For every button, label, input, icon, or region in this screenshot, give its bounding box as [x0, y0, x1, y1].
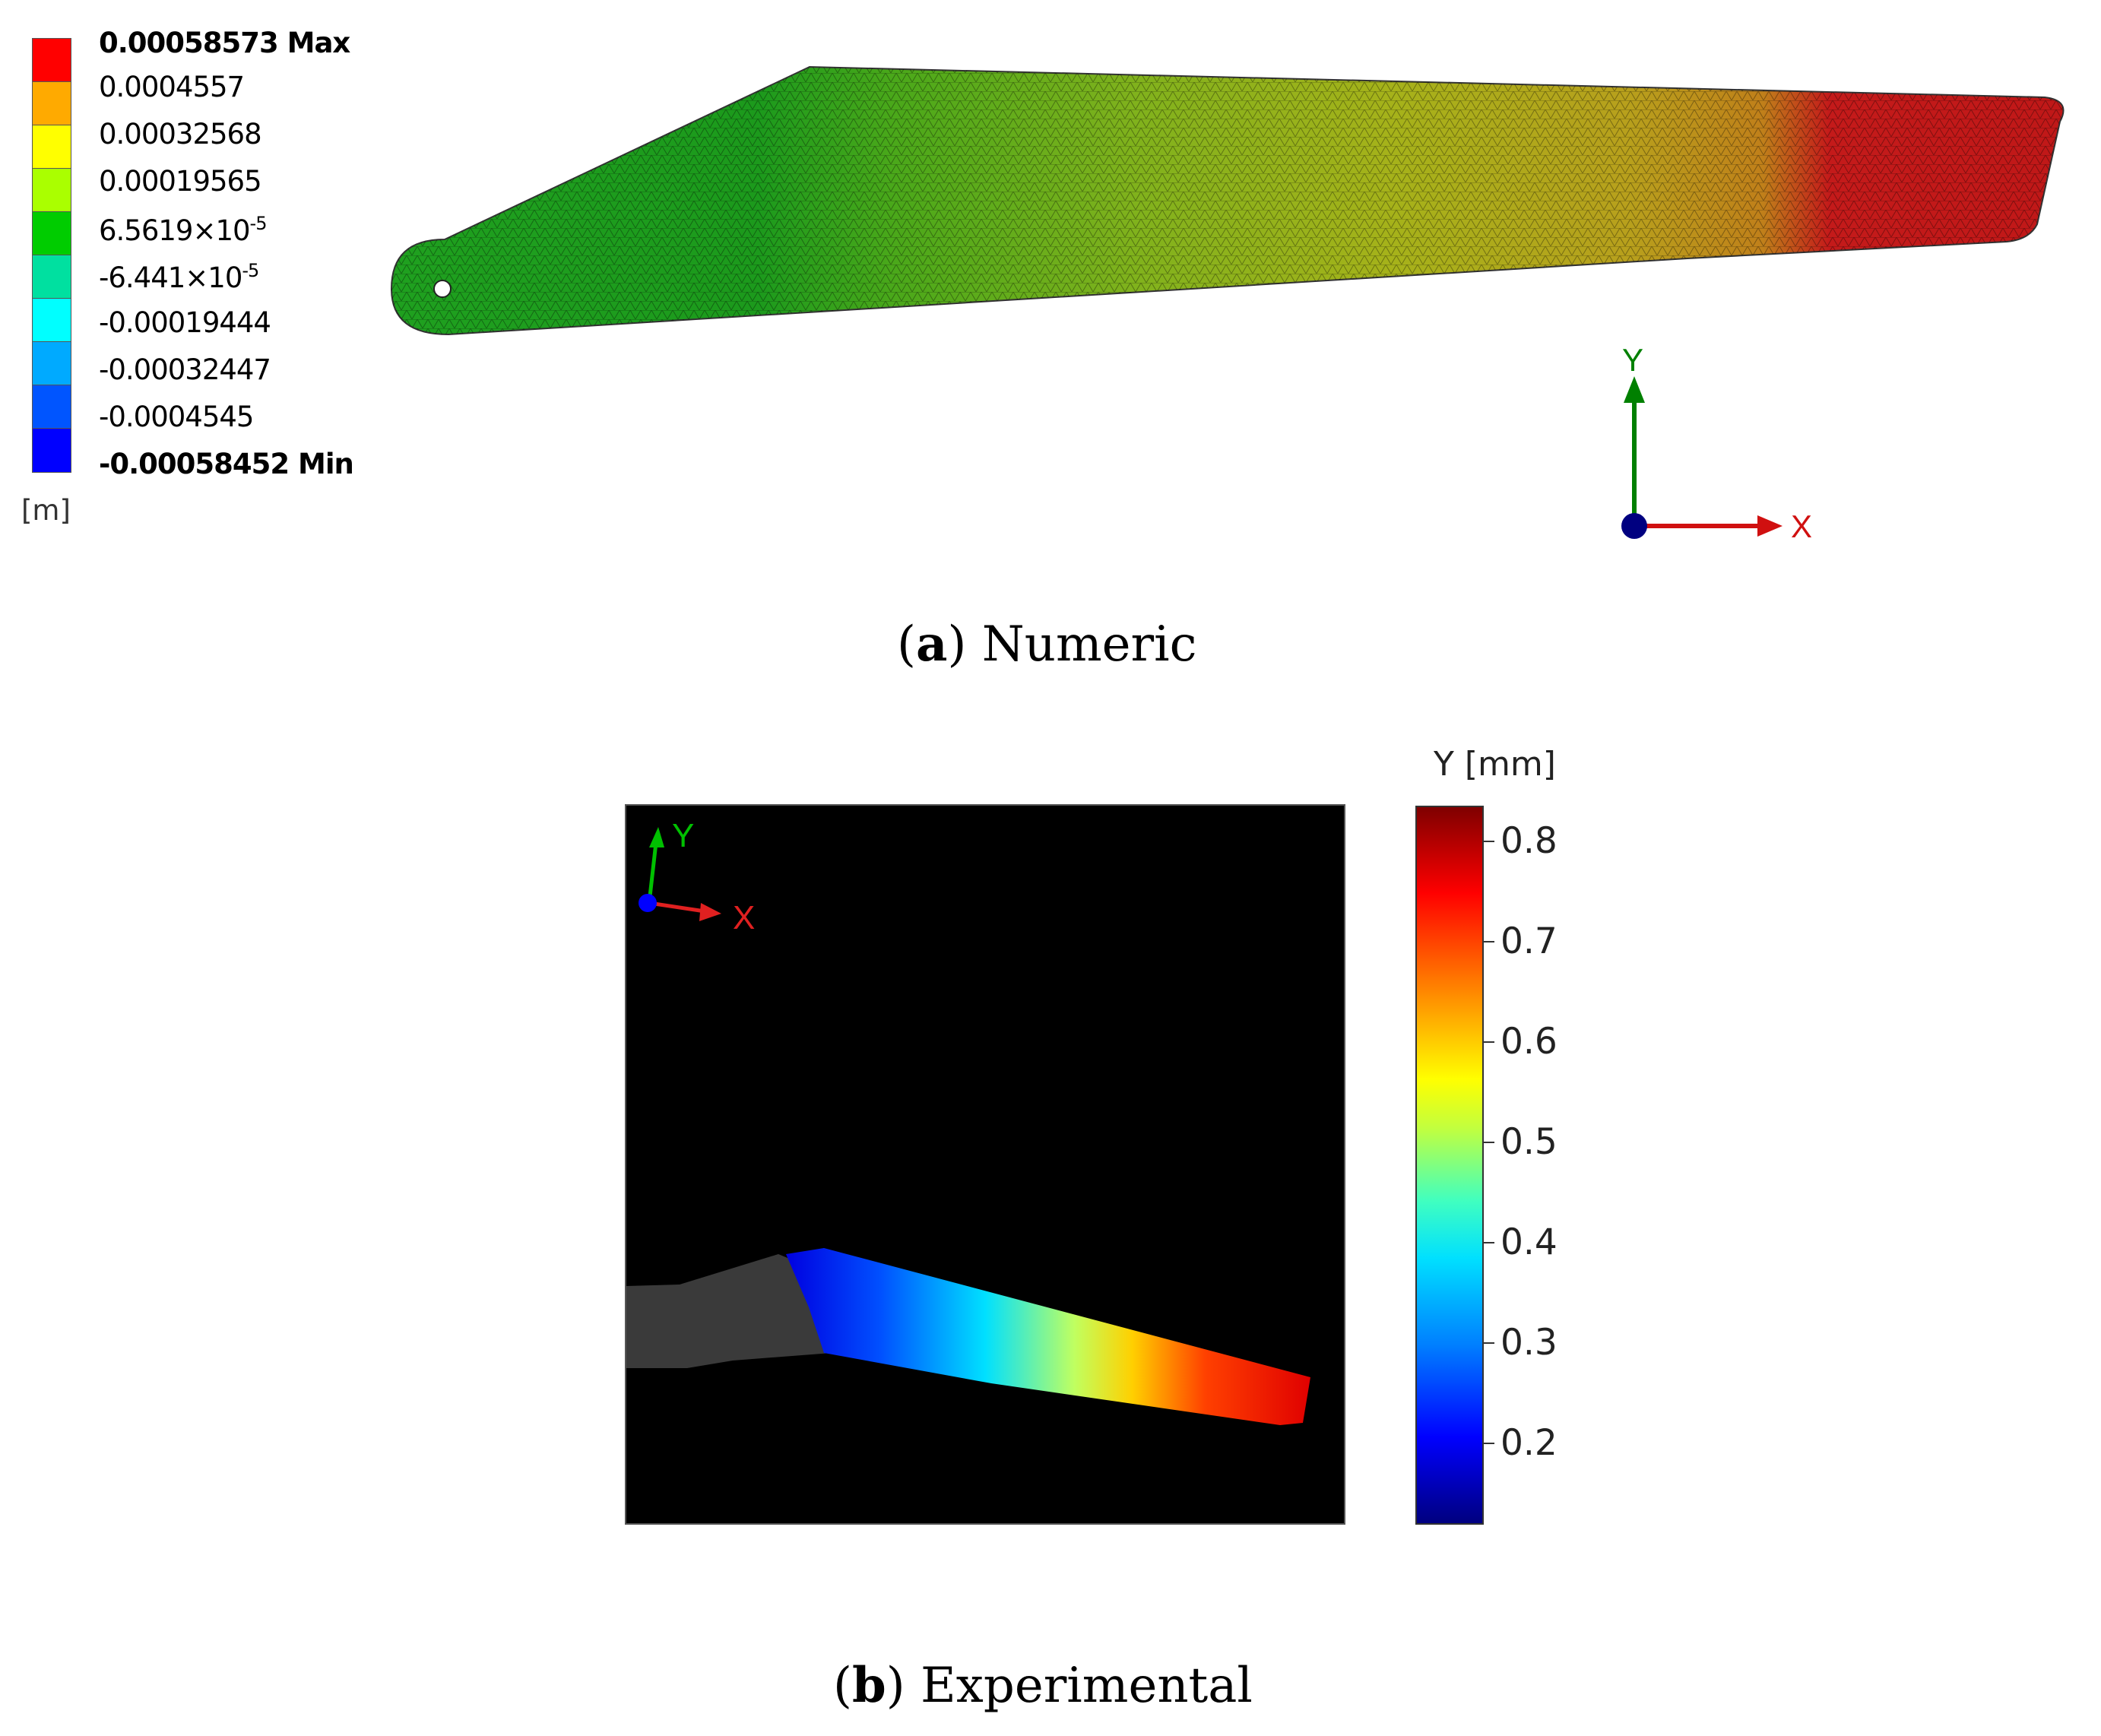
legend-label: 0.00019565 [99, 165, 262, 198]
colorbar-tick-label: 0.4 [1500, 1221, 1558, 1263]
legend-swatch [33, 39, 71, 82]
legend-swatch [33, 299, 71, 342]
legend-unit: [m] [21, 494, 71, 527]
legend-label-min: -0.00058452 Min [99, 448, 354, 480]
colorbar-tick-label: 0.2 [1500, 1422, 1558, 1464]
triad-x-label: X [1791, 508, 1812, 544]
experimental-photo: Y X [625, 804, 1345, 1525]
colorbar-tick-label: 0.8 [1500, 820, 1558, 862]
blade-root [626, 1254, 832, 1368]
legend-swatch [33, 169, 71, 212]
legend-label: -0.00032447 [99, 353, 271, 386]
colorbar-tick [1484, 1041, 1494, 1043]
measured-region [786, 1248, 1310, 1425]
legend-label: 6.5619×10-5 [99, 213, 267, 247]
colorbar-title: Y [mm] [1434, 745, 1556, 784]
legend-label: 0.00032568 [99, 118, 262, 150]
colorbar [1415, 806, 1484, 1525]
legend-swatch [33, 212, 71, 255]
colorbar-tick [1484, 841, 1494, 842]
legend-swatch [33, 82, 71, 125]
legend-label: -6.441×10-5 [99, 260, 259, 294]
caption-experimental: (b) Experimental [833, 1657, 1253, 1714]
experimental-blade-image: Y X [626, 817, 1310, 1425]
legend-label-max: 0.00058573 Max [99, 27, 350, 59]
numeric-legend-colorbar [32, 38, 71, 473]
legend-label: -0.0004545 [99, 401, 254, 433]
colorbar-tick [1484, 1242, 1494, 1243]
legend-label: 0.0004557 [99, 71, 245, 103]
caption-numeric: (a) Numeric [897, 616, 1197, 673]
colorbar-tick [1484, 1443, 1494, 1444]
coordinate-triad-numeric: Y X [1621, 342, 1812, 544]
legend-swatch [33, 125, 71, 169]
legend-swatch [33, 255, 71, 299]
triad-y-label: Y [1622, 342, 1643, 378]
colorbar-tick-label: 0.7 [1500, 920, 1558, 962]
legend-label: -0.00019444 [99, 306, 271, 339]
colorbar-tick [1484, 941, 1494, 942]
legend-swatch [33, 342, 71, 385]
colorbar-tick [1484, 1342, 1494, 1344]
colorbar-tick-label: 0.5 [1500, 1121, 1558, 1163]
triad-x-label: X [733, 899, 755, 936]
legend-swatch [33, 385, 71, 429]
numeric-legend: 0.00058573 Max 0.0004557 0.00032568 0.00… [21, 29, 363, 540]
legend-swatch [33, 429, 71, 472]
blade-hole [433, 280, 452, 298]
numeric-blade-model [390, 65, 2065, 336]
triad-y-label: Y [672, 817, 694, 854]
colorbar-tick-label: 0.6 [1500, 1021, 1558, 1063]
colorbar-tick-label: 0.3 [1500, 1322, 1558, 1364]
colorbar-tick [1484, 1142, 1494, 1143]
